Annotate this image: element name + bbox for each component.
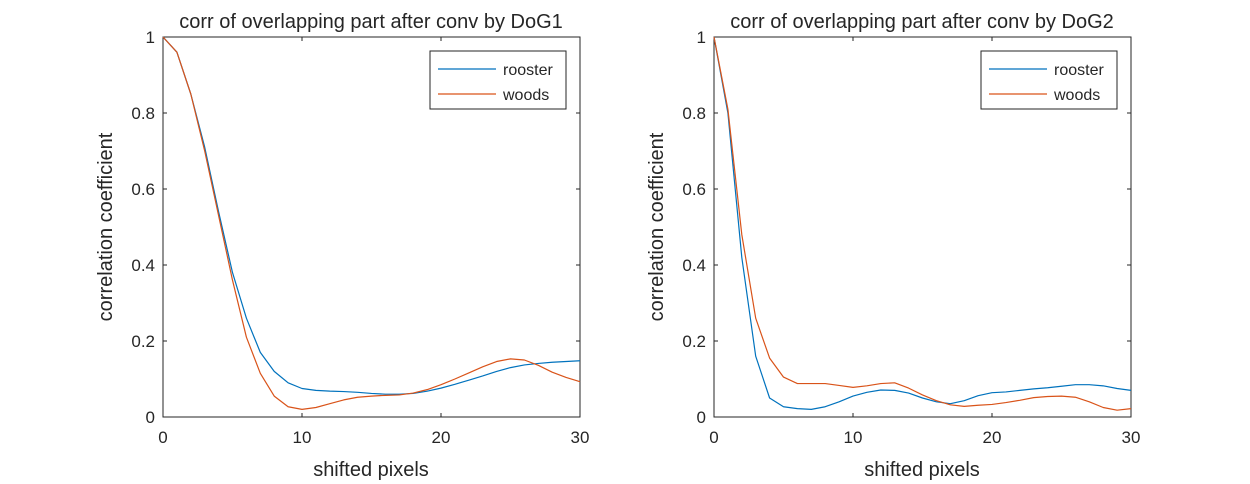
legend-label-woods: woods (1053, 87, 1100, 104)
x-tick-label: 30 (1122, 428, 1141, 447)
x-tick-label: 20 (432, 428, 451, 447)
x-tick-label: 30 (571, 428, 590, 447)
y-tick-label: 0.4 (682, 256, 706, 275)
legend: rooster woods (429, 50, 567, 110)
x-tick-label: 10 (844, 428, 863, 447)
subplot-dog1: corr of overlapping part after conv by D… (95, 11, 589, 481)
legend: rooster woods (980, 50, 1118, 110)
y-tick-label: 0.6 (682, 180, 706, 199)
x-tick-label: 0 (709, 428, 718, 447)
subplot-dog2: corr of overlapping part after conv by D… (646, 11, 1140, 481)
y-tick-label: 0.8 (131, 104, 155, 123)
y-tick-label: 1 (146, 28, 155, 47)
y-tick-label: 1 (697, 28, 706, 47)
x-axis-label: shifted pixels (864, 459, 980, 481)
y-tick-label: 0.4 (131, 256, 155, 275)
y-axis-label: correlation coefficient (646, 132, 668, 321)
x-tick-label: 0 (158, 428, 167, 447)
x-tick-label: 20 (983, 428, 1002, 447)
x-tick-label: 10 (293, 428, 312, 447)
legend-label-rooster: rooster (1054, 62, 1104, 79)
y-tick-label: 0 (697, 408, 706, 427)
chart-title: corr of overlapping part after conv by D… (730, 11, 1114, 33)
series-line-rooster (162, 36, 581, 395)
y-tick-label: 0.2 (682, 332, 706, 351)
y-tick-label: 0 (146, 408, 155, 427)
legend-box (980, 50, 1118, 110)
y-tick-label: 0.6 (131, 180, 155, 199)
y-tick-label: 0.2 (131, 332, 155, 351)
y-axis-label: correlation coefficient (95, 132, 117, 321)
legend-label-woods: woods (502, 87, 549, 104)
series-line-woods (162, 36, 581, 410)
legend-label-rooster: rooster (503, 62, 553, 79)
series-line-rooster (713, 36, 1132, 410)
legend-box (429, 50, 567, 110)
x-axis-label: shifted pixels (313, 459, 429, 481)
series-line-woods (713, 36, 1132, 411)
chart-title: corr of overlapping part after conv by D… (179, 11, 563, 33)
y-tick-label: 0.8 (682, 104, 706, 123)
